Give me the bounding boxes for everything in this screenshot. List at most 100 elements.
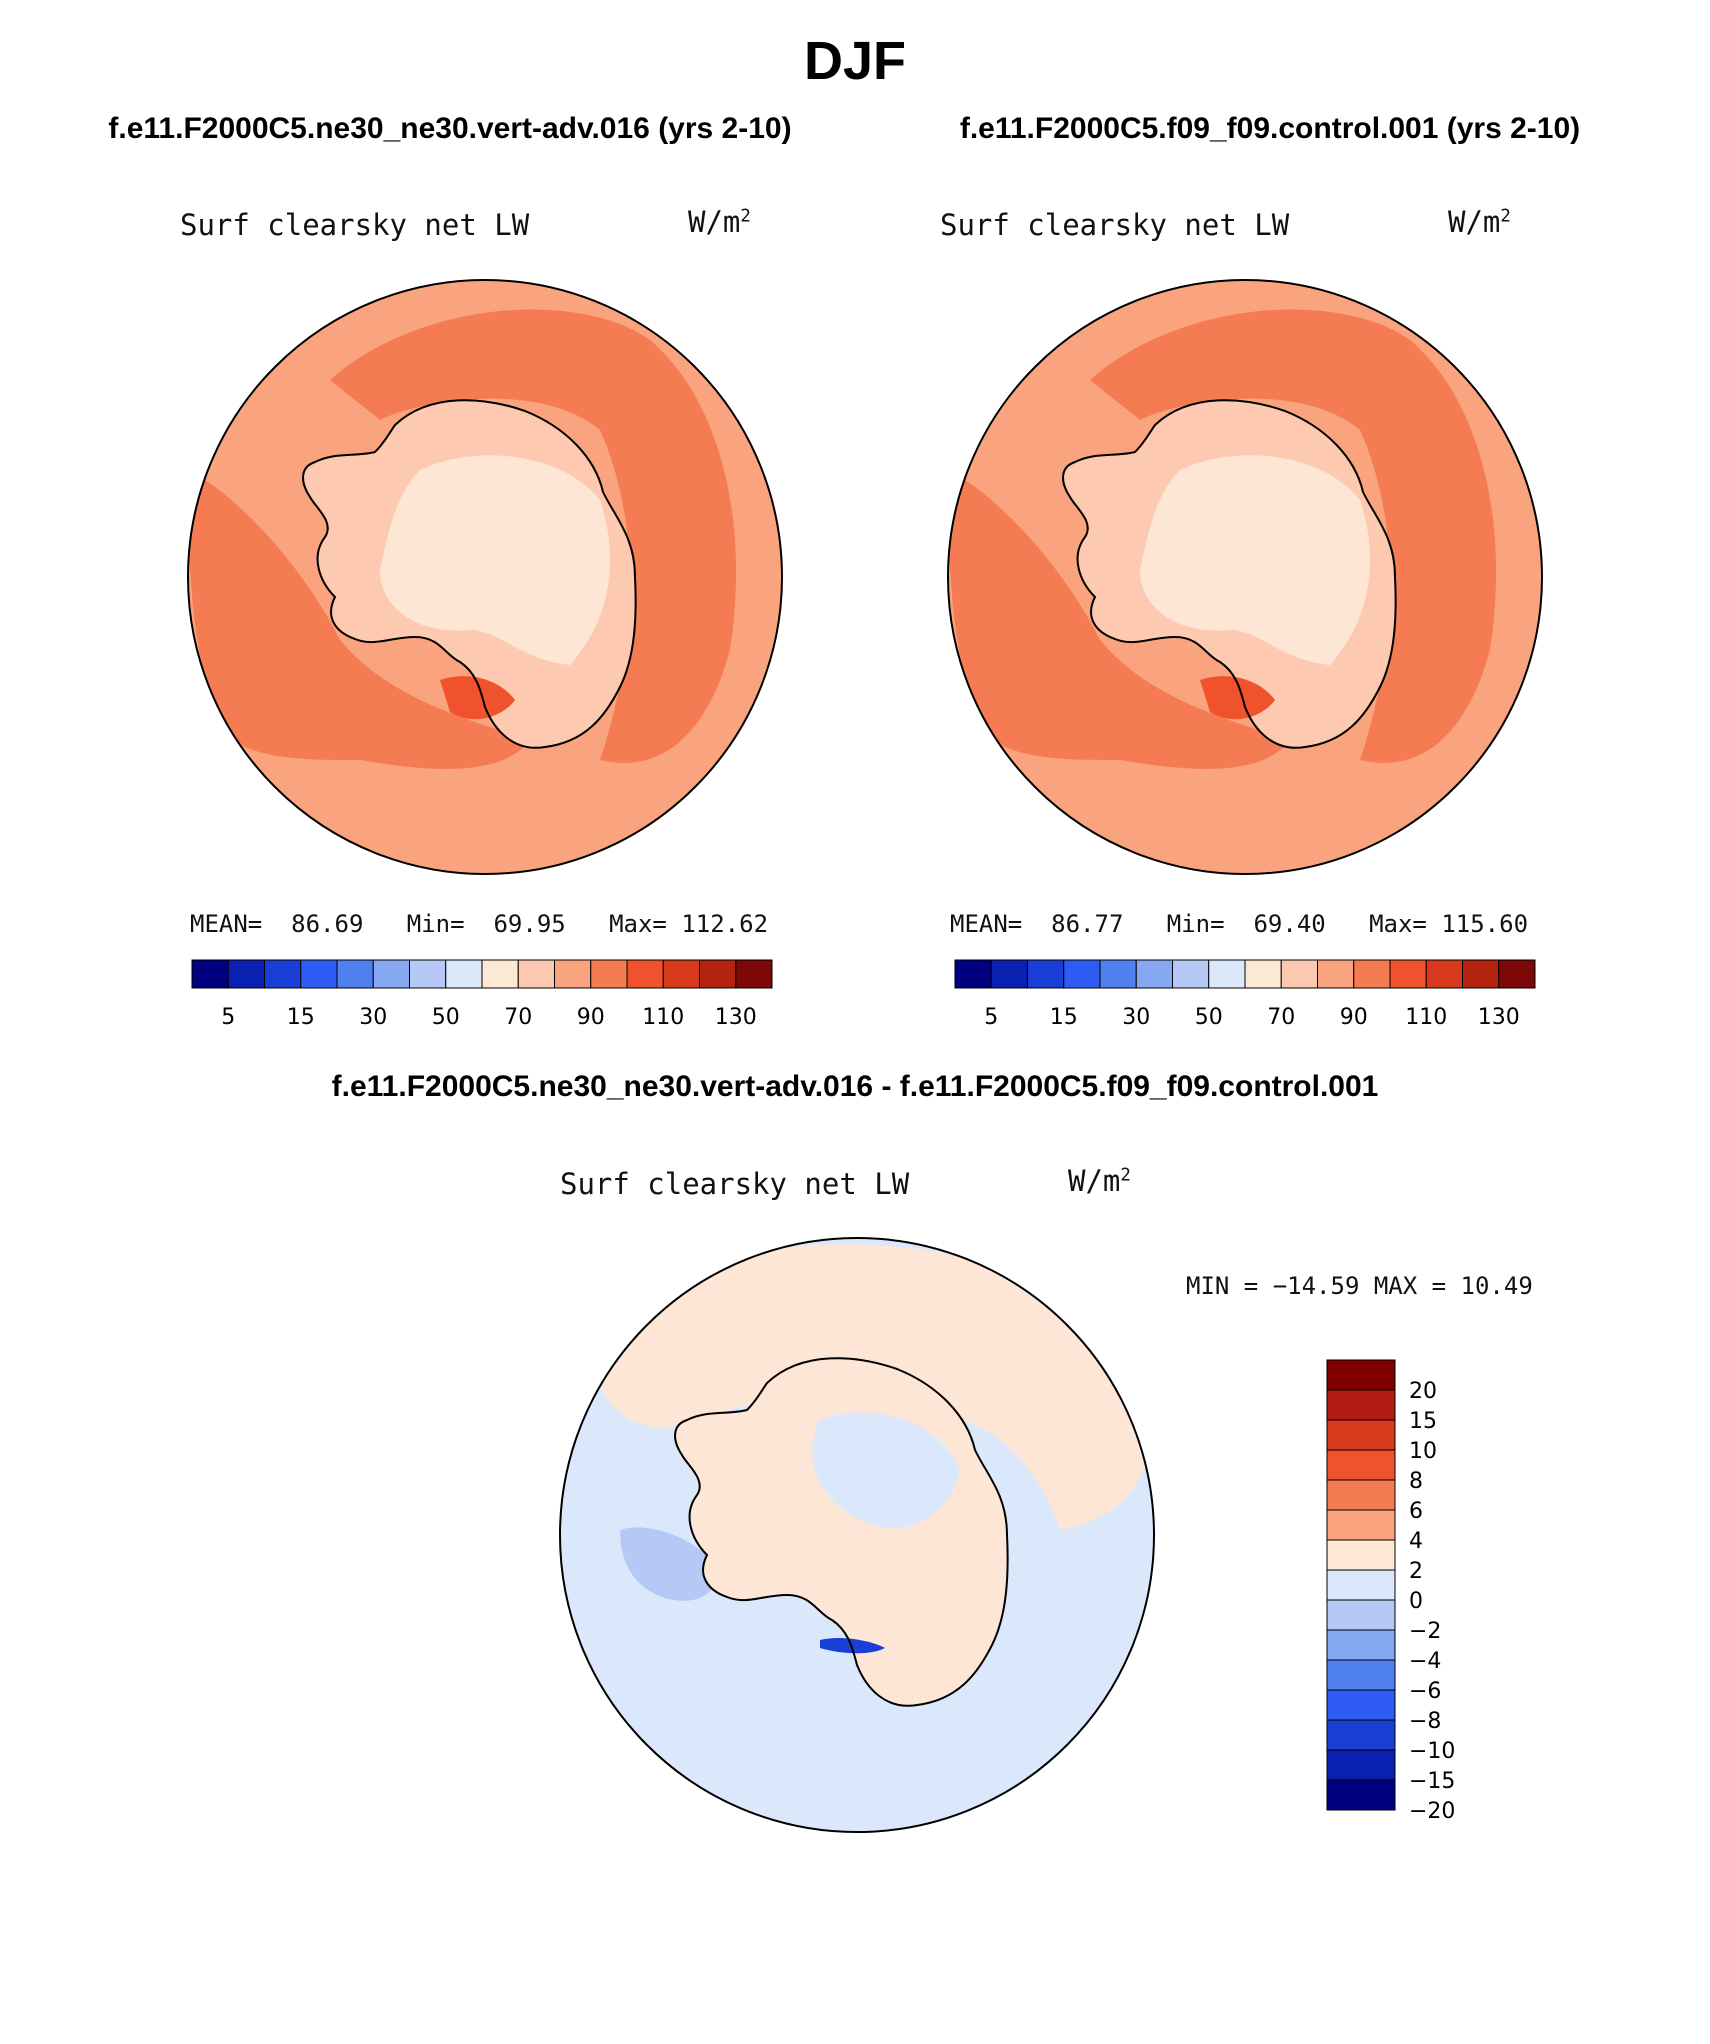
diff-colorbar-box	[1326, 1479, 1396, 1511]
diff-units-label: W/m2	[1068, 1164, 1131, 1198]
left-polar-map	[187, 279, 783, 875]
right-colorbar-box	[1135, 959, 1173, 989]
right-colorbar-tick-label: 110	[1405, 1005, 1447, 1030]
right-map-inner-ice	[1140, 455, 1370, 665]
diff-colorbar-box	[1326, 1779, 1396, 1811]
right-colorbar-box	[1462, 959, 1500, 989]
left-colorbar-box	[300, 959, 338, 989]
diff-colorbar-tick-label: 8	[1409, 1469, 1423, 1494]
diff-colorbar-tick-label: −4	[1409, 1649, 1441, 1674]
left-map-inner-ice	[380, 455, 610, 665]
diff-colorbar-tick-label: 2	[1409, 1559, 1423, 1584]
left-colorbar-box	[264, 959, 302, 989]
left-colorbar-box	[481, 959, 519, 989]
right-colorbar-box	[1353, 959, 1391, 989]
right-case-title: f.e11.F2000C5.f09_f09.control.001 (yrs 2…	[959, 112, 1581, 145]
diff-colorbar-box	[1326, 1419, 1396, 1451]
right-colorbar-box	[1317, 959, 1355, 989]
right-polar-map	[947, 279, 1543, 875]
diff-colorbar-tick-label: −20	[1409, 1799, 1455, 1824]
left-colorbar: 5 15 30 50 70 90 110 130	[191, 959, 773, 1030]
diff-map-boundary	[559, 1237, 1155, 1833]
right-colorbar-box	[1280, 959, 1318, 989]
left-min-value: 69.95	[493, 910, 566, 938]
diff-colorbar-tick-label: −8	[1409, 1709, 1441, 1734]
diff-map-coastal-minimum	[820, 1637, 885, 1654]
left-colorbar-tick-label: 90	[577, 1005, 605, 1030]
left-colorbar-tick-label: 130	[715, 1005, 757, 1030]
right-colorbar-tick-label: 30	[1122, 1005, 1150, 1030]
diff-colorbar-tick-label: −15	[1409, 1769, 1455, 1794]
left-colorbar-box	[227, 959, 265, 989]
left-colorbar-box	[626, 959, 664, 989]
left-mean-label: MEAN=	[190, 910, 263, 938]
left-colorbar-box	[590, 959, 628, 989]
right-max-label: Max=	[1369, 910, 1427, 938]
right-map-boundary	[947, 279, 1543, 875]
right-mean-label: MEAN=	[950, 910, 1023, 938]
diff-colorbar-tick-label: 20	[1409, 1379, 1437, 1404]
right-mean-value: 86.77	[1051, 910, 1124, 938]
left-colorbar-tick-label: 110	[642, 1005, 684, 1030]
right-colorbar-tick-label: 5	[984, 1005, 998, 1030]
right-min-label: Min=	[1166, 910, 1225, 938]
right-colorbar-tick-label: 50	[1195, 1005, 1223, 1030]
diff-colorbar-box	[1326, 1539, 1396, 1571]
diff-colorbar-tick-label: −6	[1409, 1679, 1441, 1704]
left-max-value: 112.62	[681, 910, 769, 938]
diff-colorbar-box	[1326, 1359, 1396, 1391]
left-map-boundary	[187, 279, 783, 875]
right-colorbar-box	[954, 959, 992, 989]
left-colorbar-box	[517, 959, 555, 989]
right-colorbar-box	[1389, 959, 1427, 989]
left-colorbar-box	[372, 959, 410, 989]
diff-colorbar-box	[1326, 1749, 1396, 1781]
diff-colorbar-box	[1326, 1389, 1396, 1421]
right-colorbar-box	[990, 959, 1028, 989]
right-variable-label: Surf clearsky net LW	[940, 208, 1290, 242]
right-map-warm-west	[948, 470, 1290, 769]
diff-colorbar-box	[1326, 1689, 1396, 1721]
diff-colorbar-tick-label: 4	[1409, 1529, 1423, 1554]
right-map-warm-band	[1090, 309, 1497, 763]
right-colorbar-tick-label: 130	[1478, 1005, 1520, 1030]
right-colorbar-box	[1027, 959, 1065, 989]
diff-colorbar-tick-label: 10	[1409, 1439, 1437, 1464]
left-colorbar-box	[699, 959, 737, 989]
difference-polar-map	[559, 1237, 1155, 1833]
right-map-hotspot	[1200, 676, 1275, 720]
diff-colorbar-tick-label: −2	[1409, 1619, 1441, 1644]
left-stats: MEAN= 86.69 Min= 69.95 Max= 112.62	[190, 910, 768, 938]
diff-colorbar-box	[1326, 1719, 1396, 1751]
left-colorbar-box	[662, 959, 700, 989]
left-max-label: Max=	[609, 910, 667, 938]
right-colorbar-box	[1208, 959, 1246, 989]
right-colorbar-tick-label: 70	[1267, 1005, 1295, 1030]
right-min-value: 69.40	[1253, 910, 1326, 938]
left-colorbar-tick-label: 70	[504, 1005, 532, 1030]
left-case-title: f.e11.F2000C5.ne30_ne30.vert-adv.016 (yr…	[108, 112, 792, 145]
left-mean-value: 86.69	[291, 910, 364, 938]
left-colorbar-box	[191, 959, 229, 989]
left-map-warm-west	[188, 470, 530, 769]
diff-colorbar-box	[1326, 1449, 1396, 1481]
right-colorbar-box	[1172, 959, 1210, 989]
left-colorbar-box	[735, 959, 773, 989]
diff-map-negative-patch	[620, 1527, 720, 1601]
diff-colorbar-box	[1326, 1659, 1396, 1691]
diff-minmax: MIN = −14.59 MAX = 10.49	[1186, 1272, 1533, 1300]
diff-variable-label: Surf clearsky net LW	[560, 1167, 910, 1201]
left-colorbar-box	[409, 959, 447, 989]
left-colorbar-box	[336, 959, 374, 989]
diff-colorbar-box	[1326, 1509, 1396, 1541]
right-colorbar: 5 15 30 50 70 90 110 130	[954, 959, 1536, 1030]
right-colorbar-box	[1063, 959, 1101, 989]
right-units-label: W/m2	[1448, 205, 1511, 239]
figure-title: DJF	[803, 31, 906, 91]
left-map-hotspot	[440, 676, 515, 720]
right-stats: MEAN= 86.77 Min= 69.40 Max= 115.60	[950, 910, 1528, 938]
difference-case-title: f.e11.F2000C5.ne30_ne30.vert-adv.016 - f…	[331, 1070, 1379, 1103]
right-colorbar-tick-label: 15	[1050, 1005, 1078, 1030]
